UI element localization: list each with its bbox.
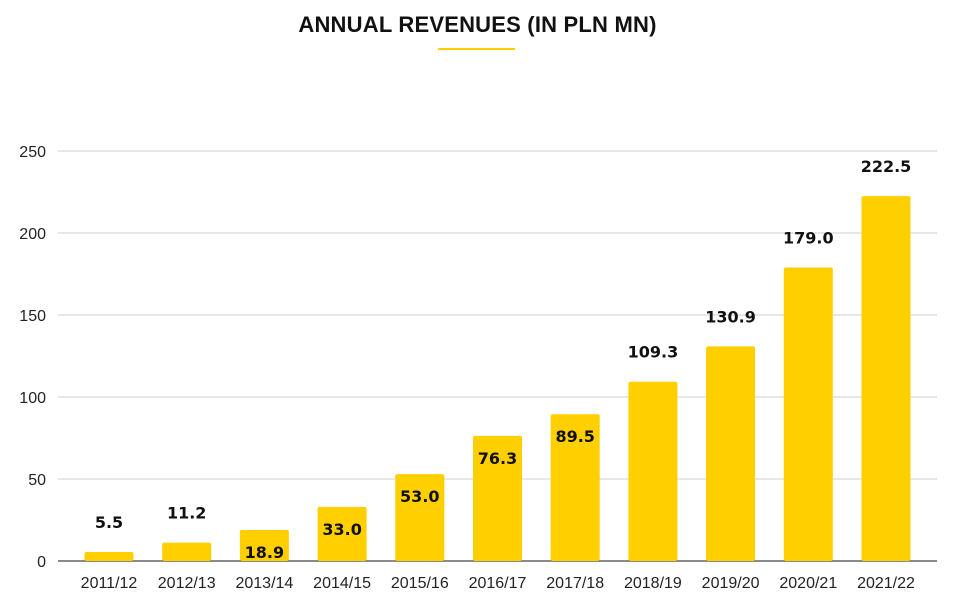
bar [162, 542, 212, 561]
bar [706, 346, 756, 561]
x-tick-label: 2011/12 [81, 575, 138, 592]
bar [395, 474, 445, 561]
x-axis-ticks: 2011/12 2012/13 2013/14 2014/15 2015/16 2016/… [81, 575, 915, 592]
bar [550, 414, 600, 561]
chart-title: ANNUAL REVENUES (IN PLN MN) [298, 12, 657, 37]
bar [473, 435, 522, 561]
title-underline [438, 48, 515, 50]
x-tick-label: 2021/22 [857, 575, 915, 592]
data-label: 179.0 [783, 228, 834, 247]
y-axis-ticks: 0 50 100 150 200 250 [19, 144, 46, 571]
x-tick-label: 2015/16 [391, 575, 449, 592]
bar [861, 196, 911, 561]
x-tick-label: 2018/19 [624, 575, 682, 592]
x-tick-label: 2020/21 [779, 575, 837, 592]
bar [783, 267, 833, 561]
data-label: 11.2 [167, 504, 206, 523]
y-tick-label: 100 [19, 390, 46, 407]
data-label: 33.0 [322, 520, 361, 539]
data-labels: 5.5 11.2 18.9 33.0 53.0 76.3 89.5 109.3 130.9 179… [95, 157, 911, 562]
bars [84, 196, 911, 561]
data-label: 130.9 [705, 307, 756, 326]
x-tick-label: 2016/17 [469, 575, 527, 592]
data-label: 5.5 [95, 513, 123, 532]
bar [84, 551, 134, 561]
data-label: 109.3 [628, 343, 679, 362]
bar [239, 530, 289, 561]
data-label: 222.5 [861, 157, 912, 176]
y-tick-label: 150 [19, 308, 46, 325]
x-tick-label: 2017/18 [546, 575, 604, 592]
x-tick-label: 2014/15 [313, 575, 371, 592]
y-tick-label: 250 [19, 144, 46, 161]
data-label: 53.0 [400, 487, 439, 506]
data-label: 89.5 [555, 427, 594, 446]
data-label: 76.3 [478, 449, 517, 468]
data-label: 18.9 [245, 543, 284, 562]
x-tick-label: 2019/20 [702, 575, 760, 592]
y-tick-label: 50 [28, 472, 46, 489]
x-tick-label: 2012/13 [158, 575, 216, 592]
x-tick-label: 2013/14 [235, 575, 293, 592]
y-tick-label: 0 [37, 554, 46, 571]
bar [317, 506, 367, 561]
y-tick-label: 200 [19, 226, 46, 243]
bar [628, 381, 678, 561]
